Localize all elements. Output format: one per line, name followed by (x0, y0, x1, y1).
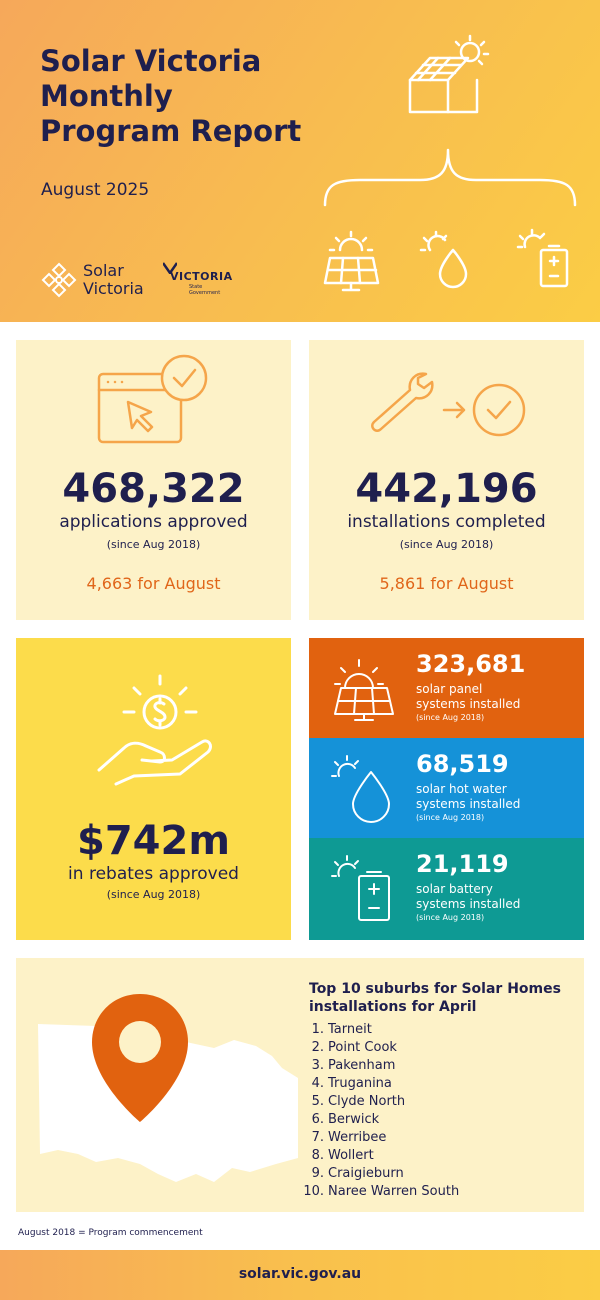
victoria-government-logo-icon (163, 262, 177, 274)
header-banner: Solar Victoria Monthly Program Report Au… (0, 0, 600, 322)
rebates-value: $742m (76, 818, 230, 864)
water-drop-sun-icon (331, 755, 390, 823)
title-line-1: Solar Victoria (40, 44, 262, 78)
solar-house-icon (408, 34, 490, 114)
hot-water-since: (since Aug 2018) (416, 813, 485, 822)
victoria-government-logo-text: VICTORIA (170, 270, 233, 283)
battery-since: (since Aug 2018) (416, 913, 485, 922)
applications-since: (since Aug 2018) (106, 538, 201, 551)
list-item: 6. Berwick (300, 1112, 380, 1127)
list-item-name: Point Cook (328, 1040, 397, 1055)
footnote: August 2018 = Program commencement (18, 1228, 203, 1238)
applications-value: 468,322 (62, 466, 245, 512)
solar-victoria-logo-icon (41, 262, 77, 298)
list-item: 1. Tarneit (300, 1022, 372, 1037)
list-item-number: 4. (311, 1076, 324, 1091)
list-item-number: 3. (311, 1058, 324, 1073)
installations-value: 442,196 (355, 466, 538, 512)
suburbs-title: Top 10 suburbs for Solar Homes installat… (309, 980, 579, 1016)
victoria-map-pin-icon (38, 994, 298, 1182)
list-item-name: Berwick (328, 1112, 380, 1127)
page-title: Solar Victoria Monthly Program Report (40, 44, 340, 149)
title-line-2: Monthly (40, 79, 173, 113)
hot-water-label-2: systems installed (416, 797, 521, 811)
list-item: 3. Pakenham (300, 1058, 396, 1073)
header-illustration (323, 34, 577, 292)
battery-band: 21,119 solar battery systems installed (… (309, 838, 584, 940)
solar-panel-band: 323,681 solar panel systems installed (s… (309, 638, 584, 738)
list-item-name: Werribee (328, 1130, 387, 1145)
hot-water-value: 68,519 (416, 750, 509, 778)
footer-banner: solar.vic.gov.au (0, 1250, 600, 1300)
solar-panel-icon (334, 659, 394, 721)
list-item-number: 8. (311, 1148, 324, 1163)
list-item-number: 6. (311, 1112, 324, 1127)
applications-label: applications approved (59, 512, 248, 532)
victoria-government-logo-subtext: State Government (189, 284, 220, 296)
battery-label-1: solar battery (416, 882, 493, 896)
solar-panel-value: 323,681 (416, 650, 526, 678)
list-item-number: 2. (311, 1040, 324, 1055)
installations-card: 442,196 installations completed (since A… (309, 340, 584, 620)
battery-sun-icon (516, 228, 569, 288)
battery-value: 21,119 (416, 850, 509, 878)
suburbs-title-line-2: installations for April (309, 999, 477, 1015)
list-item-name: Tarneit (328, 1022, 372, 1037)
list-item: 8. Wollert (300, 1148, 374, 1163)
solar-panel-label-2: systems installed (416, 697, 521, 711)
list-item: 4. Truganina (300, 1076, 392, 1091)
list-item: 9. Craigieburn (300, 1166, 404, 1181)
list-item: 5. Clyde North (300, 1094, 406, 1109)
solar-panel-label-1: solar panel (416, 682, 483, 696)
solar-panel-icon (323, 230, 380, 292)
solar-victoria-logo-text: Solar Victoria (83, 262, 144, 298)
list-item-name: Craigieburn (328, 1166, 404, 1181)
list-item-number: 1. (311, 1022, 324, 1037)
battery-sun-icon (331, 855, 390, 921)
list-item-name: Pakenham (328, 1058, 396, 1073)
logo-solar-word: Solar (83, 261, 124, 280)
list-item: 7. Werribee (300, 1130, 387, 1145)
applications-card: 468,322 applications approved (since Aug… (16, 340, 291, 620)
logo-victoria-word: Victoria (83, 279, 144, 298)
logo-vic-sub-1: State (189, 284, 203, 290)
applications-month: 4,663 for August (86, 574, 221, 593)
water-drop-sun-icon (419, 230, 468, 289)
title-line-3: Program Report (40, 114, 302, 148)
list-item-number: 5. (311, 1094, 324, 1109)
rebates-label: in rebates approved (68, 864, 239, 884)
suburbs-title-line-1: Top 10 suburbs for Solar Homes (309, 981, 561, 997)
installations-month: 5,861 for August (379, 574, 514, 593)
rebates-card: $742m in rebates approved (since Aug 201… (16, 638, 291, 940)
hot-water-label-1: solar hot water (416, 782, 507, 796)
footer-url-link[interactable]: solar.vic.gov.au (238, 1266, 362, 1282)
solar-panel-since: (since Aug 2018) (416, 713, 485, 722)
list-item-name: Naree Warren South (328, 1184, 460, 1199)
list-item: 10. Naree Warren South (300, 1184, 459, 1199)
browser-cursor-check-icon (97, 354, 208, 444)
list-item-number: 10. (303, 1184, 324, 1199)
wrench-arrow-check-icon (371, 372, 526, 437)
hand-coin-icon (97, 674, 212, 786)
installations-since: (since Aug 2018) (399, 538, 494, 551)
list-item-name: Truganina (328, 1076, 392, 1091)
report-date: August 2025 (41, 180, 150, 200)
logo-vic-sub-2: Government (189, 290, 221, 296)
battery-label-2: systems installed (416, 897, 521, 911)
list-item: 2. Point Cook (300, 1040, 397, 1055)
list-item-name: Wollert (328, 1148, 374, 1163)
list-item-number: 9. (311, 1166, 324, 1181)
hot-water-band: 68,519 solar hot water systems installed… (309, 738, 584, 838)
list-item-number: 7. (311, 1130, 324, 1145)
rebates-since: (since Aug 2018) (106, 888, 201, 901)
suburbs-card (16, 958, 584, 1212)
installations-label: installations completed (347, 512, 546, 532)
list-item-name: Clyde North (328, 1094, 406, 1109)
